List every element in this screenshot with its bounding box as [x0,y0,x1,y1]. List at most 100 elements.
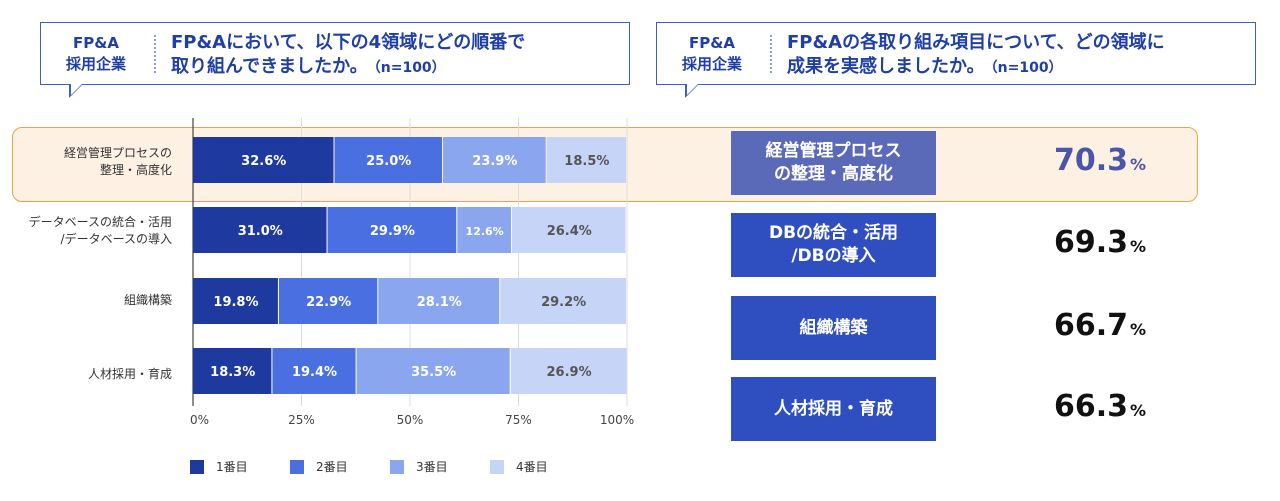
category-label-0: 経営管理プロセスの 整理・高度化 [2,145,172,179]
bar-segment [193,278,278,324]
category-label-1: データベースの統合・活用 /データベースの導入 [2,214,172,248]
stat-label-line1: DBの統合・活用 [768,223,899,243]
bar-segment [511,207,626,253]
stat-label-line1: 組織構築 [799,317,868,338]
question-text: FP&Aの各取り組み項目について、どの領域に 成果を実感しましたか。 （n=100… [787,31,1247,80]
fpa-tag-line1: FP&A [73,33,119,52]
bar-value-label: 29.9% [370,224,415,239]
category-label-3: 人材採用・育成 [2,366,172,383]
fpa-tag: FP&A 採用企業 [657,23,767,84]
stat-value-1: 69.3% [1000,225,1200,260]
stat-unit: % [1130,237,1147,256]
stat-unit: % [1130,155,1147,174]
bar-value-label: 31.0% [238,224,283,239]
divider [770,35,772,73]
legend-label: 4番目 [516,460,548,474]
stat-label-line2: の整理・高度化 [774,164,893,184]
stat-unit: % [1130,401,1147,420]
stat-box-1: DBの統合・活用 /DBの導入 [731,213,936,277]
bar-value-label: 18.3% [210,365,255,380]
legend-item-4: 4番目 [490,458,548,475]
callout-tail-inner [686,84,698,95]
question-line1: FP&Aの各取り組み項目について、どの領域に [787,32,1165,53]
x-tick-label: 50% [397,413,424,427]
stacked-bar-chart: 32.6% 25.0% 23.9% 18.5% 31.0% 29.9% 12.6% 26.4%… [190,118,634,427]
stat-unit: % [1130,320,1147,339]
bar-segment [272,348,356,394]
legend-item-2: 2番目 [290,458,348,475]
bar-value-label: 23.9% [472,154,517,169]
stat-label-line1: 経営管理プロセス [765,141,902,161]
category-label-line1: データベースの統合・活用 [28,215,172,229]
question-line2: 成果を実感しましたか。 [787,56,985,77]
category-label-line2: /データベースの導入 [60,232,172,246]
fpa-tag-line2: 採用企業 [65,54,126,73]
category-label-line1: 組織構築 [123,293,172,307]
sample-size: （n=100） [990,60,1063,76]
legend-item-3: 3番目 [390,458,448,475]
bar-value-label: 28.1% [417,295,462,310]
category-label-line2: 整理・高度化 [99,163,172,177]
x-tick-label: 100% [600,413,634,427]
x-tick-label: 25% [288,413,315,427]
stat-value-2: 66.7% [1000,308,1200,343]
stat-number: 66.7 [1053,308,1128,343]
stat-number: 66.3 [1053,389,1128,424]
left-question-callout: FP&A 採用企業 FP&Aにおいて、以下の4領域にどの順番で 取り組んできまし… [40,22,630,98]
category-label-2: 組織構築 [2,292,172,309]
category-label-line1: 人材採用・育成 [87,367,172,381]
bar-segment [278,278,378,324]
bar-value-label: 19.8% [213,295,258,310]
x-tick-label: 0% [190,413,209,427]
bar-segment [378,278,500,324]
category-label-line1: 経営管理プロセスの [63,146,172,160]
stat-value-0: 70.3% [1000,143,1200,178]
legend-swatch [390,459,404,474]
legend-swatch [190,459,204,474]
stat-value-3: 66.3% [1000,389,1200,424]
legend-item-1: 1番目 [190,458,248,475]
bar-segment [327,207,457,253]
stat-number: 69.3 [1053,225,1128,260]
callout-tail-inner [70,84,82,95]
bar-value-label: 29.2% [541,295,586,310]
sample-size: （n=100） [373,60,446,76]
stat-box-3: 人材採用・育成 [731,377,936,441]
stat-box-2: 組織構築 [731,296,936,360]
legend-label: 2番目 [316,460,348,474]
bar-segment [546,137,626,183]
bar-segment [500,278,626,324]
bar-value-label: 19.4% [292,365,337,380]
fpa-tag: FP&A 採用企業 [41,23,151,84]
bar-segment [356,348,510,394]
bar-segment [334,137,442,183]
bar-value-label: 32.6% [241,154,286,169]
legend-swatch [490,459,504,474]
x-tick-label: 75% [505,413,532,427]
legend-swatch [290,459,304,474]
question-text: FP&Aにおいて、以下の4領域にどの順番で 取り組んできましたか。 （n=100） [171,31,621,80]
bar-value-label: 22.9% [306,295,351,310]
bar-value-label: 35.5% [411,365,456,380]
bar-segment [510,348,627,394]
bar-value-label: 18.5% [564,154,609,169]
fpa-tag-line2: 採用企業 [681,54,742,73]
bar-segment [442,137,546,183]
bar-segment [193,348,272,394]
right-question-callout: FP&A 採用企業 FP&Aの各取り組み項目について、どの領域に 成果を実感しま… [656,22,1256,98]
stat-box-0: 経営管理プロセス の整理・高度化 [731,131,936,195]
legend-label: 3番目 [416,460,448,474]
bar-value-label: 12.6% [466,225,504,238]
divider [154,35,156,73]
bar-segment [193,137,334,183]
bar-segment [457,207,511,253]
stat-number: 70.3 [1053,143,1128,178]
bar-value-label: 26.4% [547,224,592,239]
fpa-tag-line1: FP&A [689,33,735,52]
legend-label: 1番目 [216,460,248,474]
stat-label-line2: /DBの導入 [791,246,876,266]
bar-value-label: 25.0% [366,154,411,169]
bar-segment [193,207,327,253]
bar-value-label: 26.9% [547,365,592,380]
question-line2: 取り組んできましたか。 [171,56,368,77]
